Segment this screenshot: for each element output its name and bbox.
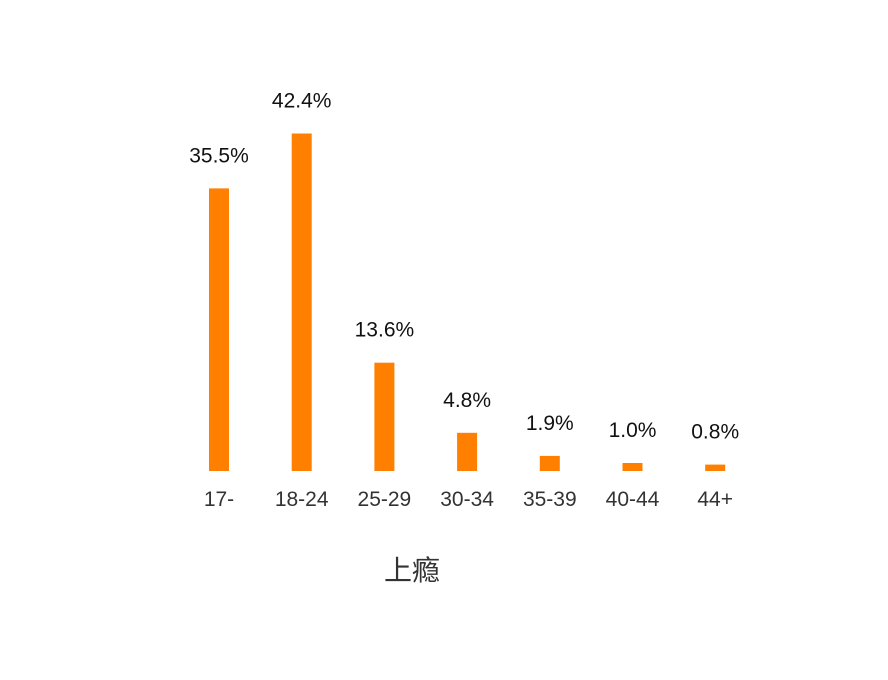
bar-44+ [705,464,726,471]
value-label-17-: 35.5% [189,144,249,167]
value-label-44+: 0.8% [691,421,739,444]
value-label-18-24: 42.4% [272,90,332,113]
bar-30-34 [457,432,478,471]
x-tick-label-40-44: 40-44 [606,488,660,511]
x-tick-labels-group: 17- 18-24 25-29 30-34 35-39 40-44 44+ [204,488,733,511]
bar-18-24 [291,133,312,471]
value-label-35-39: 1.9% [526,412,574,435]
bar-40-44 [622,463,643,471]
value-label-40-44: 1.0% [609,419,657,442]
bar-17- [209,188,229,471]
value-labels-group: 35.5% 42.4% 13.6% 4.8% 1.9% 1.0% 0.8% [189,90,739,444]
bars-group [209,133,726,471]
x-tick-label-35-39: 35-39 [523,488,577,511]
bar-35-39 [539,455,560,471]
value-label-25-29: 13.6% [355,319,415,342]
x-tick-label-44+: 44+ [697,488,733,511]
x-tick-label-30-34: 30-34 [440,488,494,511]
value-label-30-34: 4.8% [443,389,491,412]
x-tick-label-17-: 17- [204,488,234,511]
bar-25-29 [374,362,395,471]
x-axis-title: 上瘾 [384,554,440,587]
x-tick-label-25-29: 25-29 [358,488,412,511]
x-tick-label-18-24: 18-24 [275,488,329,511]
